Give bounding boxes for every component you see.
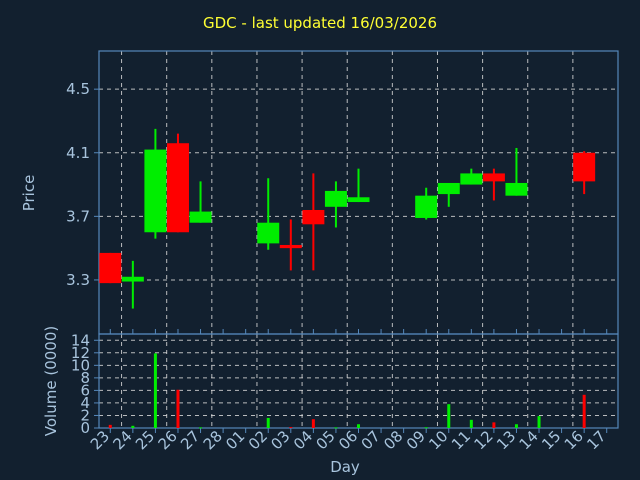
volume-bar xyxy=(514,424,518,428)
candle-body xyxy=(189,211,212,223)
volume-bar xyxy=(153,353,157,428)
candlestick-series xyxy=(99,128,596,309)
volume-bar xyxy=(424,427,428,429)
candle-body xyxy=(324,190,347,207)
price-y-axis-ticks: 3.3 3.7 4.1 4.5 xyxy=(66,80,99,289)
candle-body xyxy=(302,209,325,225)
candlestick xyxy=(166,133,189,233)
volume-bar xyxy=(334,427,338,429)
volume-bar xyxy=(108,424,112,428)
candlestick xyxy=(189,181,212,223)
volume-y-tick-label: 8 xyxy=(80,369,90,387)
volume-bar xyxy=(537,416,541,428)
volume-bar xyxy=(176,389,180,428)
volume-bar xyxy=(469,419,473,428)
candle-body xyxy=(505,182,528,196)
candle-body xyxy=(573,152,596,182)
volume-y-tick-label: 4 xyxy=(80,394,90,412)
candlestick xyxy=(257,178,280,250)
candlestick xyxy=(573,151,596,195)
volume-gridlines xyxy=(99,334,618,428)
volume-bar-series xyxy=(108,353,586,429)
candle-body xyxy=(121,276,144,282)
candlestick xyxy=(302,173,325,271)
volume-y-tick-label: 2 xyxy=(80,406,90,424)
candle-body xyxy=(144,149,167,233)
price-y-tick-label: 4.1 xyxy=(66,144,90,162)
candle-body xyxy=(460,173,483,185)
candle-body xyxy=(482,173,505,182)
candlestick xyxy=(347,168,370,203)
candle-body xyxy=(99,252,122,284)
volume-y-tick-label: 6 xyxy=(80,381,90,399)
volume-bar xyxy=(582,394,586,428)
chart-title: GDC - last updated 16/03/2026 xyxy=(203,14,437,32)
volume-y-tick-label: 10 xyxy=(71,356,90,374)
volume-bar xyxy=(131,425,135,428)
price-y-tick-label: 4.5 xyxy=(66,80,90,98)
volume-bar xyxy=(311,419,315,428)
price-y-tick-label: 3.7 xyxy=(66,207,90,225)
candlestick xyxy=(415,187,438,220)
candlestick xyxy=(482,168,505,201)
candlestick xyxy=(460,168,483,185)
candlestick xyxy=(324,181,347,228)
candle-body xyxy=(279,244,302,249)
price-y-tick-label: 3.3 xyxy=(66,271,90,289)
candlestick xyxy=(505,147,528,196)
candlestick xyxy=(121,260,144,309)
volume-bar xyxy=(357,424,360,428)
volume-y-tick-label: 0 xyxy=(80,419,90,437)
candlestick xyxy=(99,252,122,284)
candle-body xyxy=(166,143,189,233)
candlestick xyxy=(144,128,167,239)
volume-bar xyxy=(289,427,293,429)
volume-bar xyxy=(199,427,203,429)
volume-bar xyxy=(447,404,451,428)
candlestick xyxy=(279,219,302,271)
price-axis-label: Price xyxy=(20,175,38,212)
volume-y-tick-label: 12 xyxy=(71,344,90,362)
x-axis-label: Day xyxy=(330,458,360,476)
candlestick xyxy=(437,182,460,207)
volume-axis-label: Volume (0000) xyxy=(42,326,60,436)
volume-bar xyxy=(266,417,270,428)
candle-body xyxy=(257,222,280,244)
price-gridlines xyxy=(99,51,618,334)
candle-body xyxy=(437,182,460,195)
volume-y-tick-label: 14 xyxy=(71,331,90,349)
candle-body xyxy=(415,195,438,218)
candle-body xyxy=(347,197,370,203)
volume-bar xyxy=(492,422,496,428)
